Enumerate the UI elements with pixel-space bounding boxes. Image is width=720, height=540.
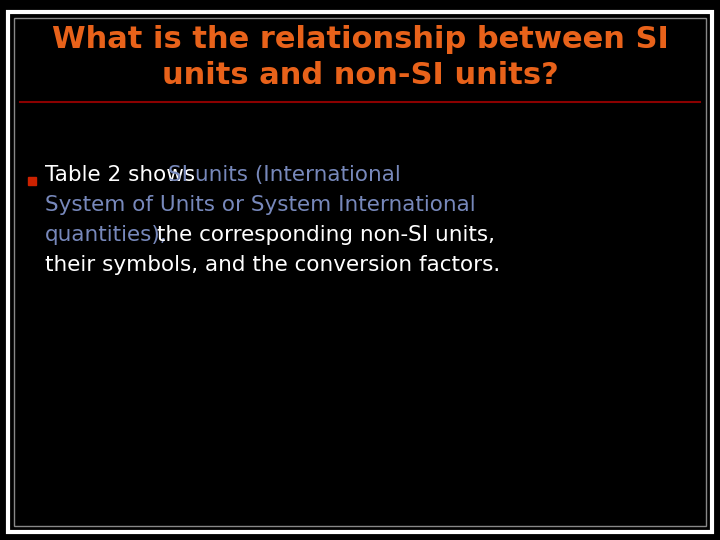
- Text: System of Units or System International: System of Units or System International: [45, 195, 476, 215]
- Text: units and non-SI units?: units and non-SI units?: [161, 60, 559, 90]
- Text: What is the relationship between SI: What is the relationship between SI: [52, 25, 668, 55]
- Text: Table 2 shows: Table 2 shows: [45, 165, 202, 185]
- Text: SI units (International: SI units (International: [168, 165, 400, 185]
- Bar: [28, 177, 36, 185]
- Text: the corresponding non-SI units,: the corresponding non-SI units,: [150, 225, 495, 245]
- Text: quantities),: quantities),: [45, 225, 168, 245]
- Text: their symbols, and the conversion factors.: their symbols, and the conversion factor…: [45, 255, 500, 275]
